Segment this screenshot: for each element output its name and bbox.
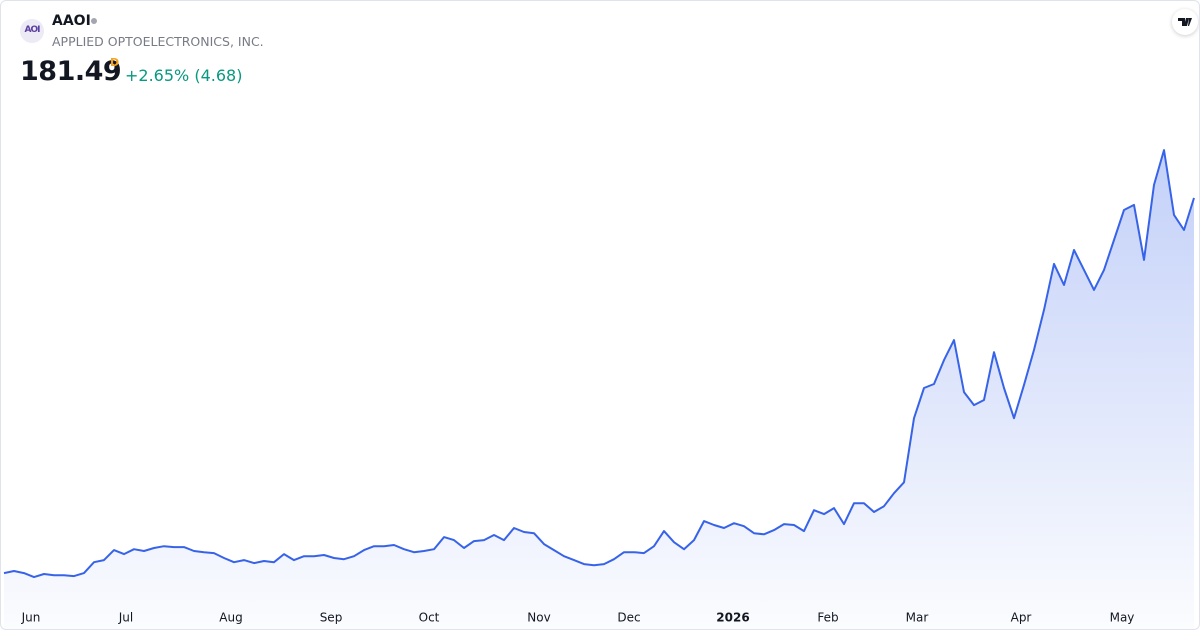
status-dot: [91, 18, 97, 24]
x-tick-label: Oct: [419, 611, 440, 625]
price-change: +2.65% (4.68): [125, 66, 243, 85]
x-tick-label: Feb: [817, 611, 838, 625]
brand-logo[interactable]: [1172, 9, 1198, 35]
company-name: APPLIED OPTOELECTRONICS, INC.: [52, 34, 264, 49]
area: [4, 150, 1194, 629]
interval: D: [110, 56, 120, 69]
x-tick-label: May: [1110, 611, 1135, 625]
x-tick-label: Aug: [219, 611, 242, 625]
logo-text: AOI: [24, 25, 41, 35]
brand-shape: [1178, 18, 1192, 26]
x-tick-label: 2026: [716, 611, 749, 625]
x-tick-label: Apr: [1011, 611, 1032, 625]
x-tick-label: Nov: [527, 611, 550, 625]
price-line: [3, 149, 1195, 579]
x-tick-label: Jul: [118, 611, 133, 625]
x-tick-label: Jun: [21, 611, 41, 625]
brand-icon: [1178, 18, 1192, 26]
logo: AOI: [20, 19, 44, 43]
x-tick-label: Mar: [906, 611, 929, 625]
x-tick-label: Dec: [617, 611, 640, 625]
symbol: AAOI: [52, 13, 91, 29]
x-tick-label: Sep: [320, 611, 343, 625]
price: 181.49: [20, 56, 122, 87]
